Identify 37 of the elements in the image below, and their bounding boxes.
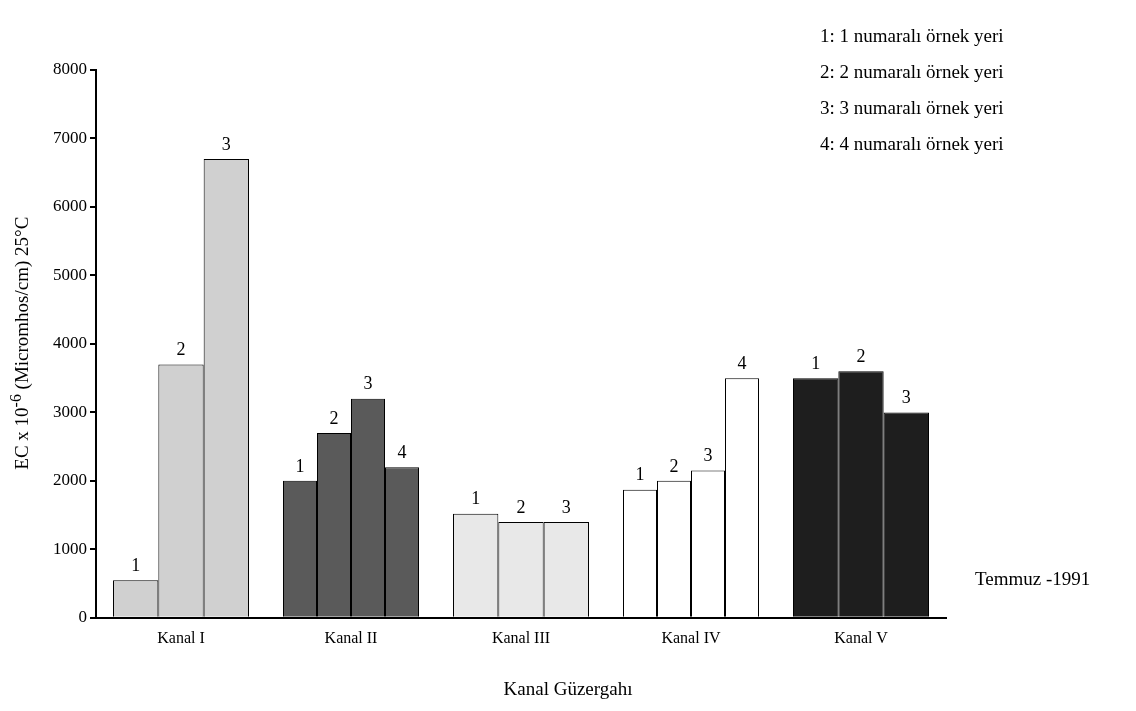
y-tick-label: 2000 — [53, 470, 87, 490]
text: 3 — [703, 445, 713, 466]
series-label: 1 — [635, 464, 645, 485]
x-tick-label: Kanal I — [157, 628, 205, 646]
y-tick-label: 3000 — [53, 401, 87, 421]
text: 3 — [221, 133, 231, 154]
annotation: 2: 2 numaralı örnek yeri — [820, 60, 1004, 84]
text: 1 — [811, 352, 821, 373]
y-tick-label: 6000 — [53, 196, 87, 216]
y-tick-label: 8000 — [53, 59, 87, 79]
text: 1 — [131, 554, 141, 575]
text: 1: 1 numaralı örnek yeri — [820, 24, 1004, 48]
series-label: 3 — [561, 496, 571, 517]
y-tick-label: 4000 — [53, 333, 87, 353]
text: Temmuz -1991 — [975, 568, 1091, 590]
text: 3 — [363, 373, 373, 394]
text: 1 — [471, 488, 481, 509]
x-tick-label: Kanal V — [834, 628, 889, 646]
text: 4 — [397, 441, 407, 462]
text: 1 — [295, 455, 305, 476]
x-tick-label: Kanal III — [491, 628, 551, 646]
series-label: 4 — [737, 352, 747, 373]
text: 3 — [901, 387, 911, 408]
series-label: 2 — [176, 339, 186, 360]
y-tick-label: 7000 — [53, 127, 87, 147]
annotation: 3: 3 numaralı örnek yeri — [820, 96, 1004, 120]
x-tick-label: Kanal II — [324, 628, 378, 646]
x-tick-label: Kanal IV — [661, 628, 721, 646]
text: 2 — [329, 407, 339, 428]
text: 2 — [856, 346, 866, 367]
annotation: 4: 4 numaralı örnek yeri — [820, 132, 1004, 156]
text: 2 — [669, 455, 679, 476]
y-tick-label: 0 — [78, 607, 87, 627]
y-tick-label: 1000 — [53, 538, 87, 558]
x-axis-title: Kanal Güzergahı — [502, 678, 634, 700]
y-tick-label: 5000 — [53, 264, 87, 284]
text: 2 — [516, 496, 526, 517]
